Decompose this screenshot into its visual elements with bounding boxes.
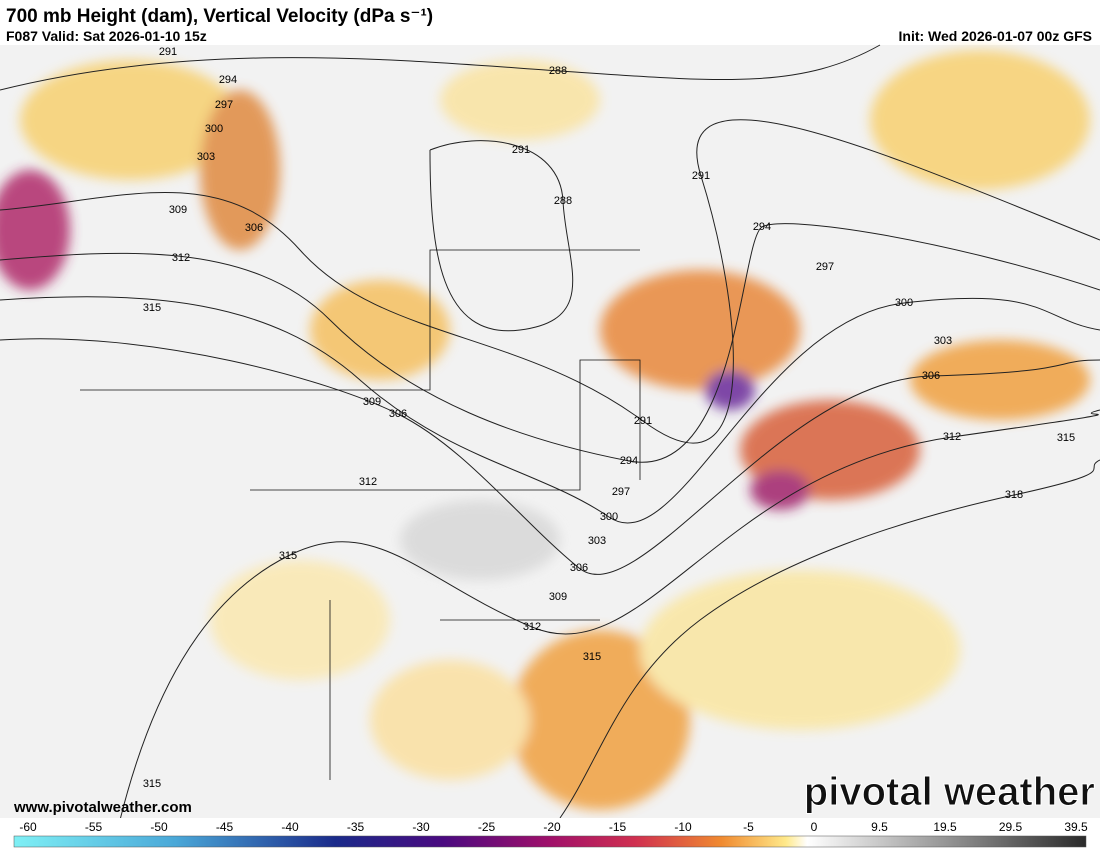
title: 700 mb Height (dam), Vertical Velocity (… xyxy=(6,6,433,27)
colorbar-label: -20 xyxy=(543,820,561,834)
contour-label: 312 xyxy=(523,621,541,633)
colorbar-label: -50 xyxy=(150,820,168,834)
init-time: Init: Wed 2026-01-07 00z GFS xyxy=(899,28,1092,44)
contour-label: 297 xyxy=(816,261,834,273)
contour-label: 312 xyxy=(359,476,377,488)
contour-label: 297 xyxy=(215,99,233,111)
contour-label: 309 xyxy=(169,204,187,216)
contour-label: 291 xyxy=(512,144,530,156)
contour-label: 291 xyxy=(634,415,652,427)
contour-label: 309 xyxy=(363,396,381,408)
contour-label: 303 xyxy=(934,335,952,347)
contour-label: 294 xyxy=(620,455,638,467)
contour-label: 291 xyxy=(692,170,710,182)
contour-label: 315 xyxy=(1057,432,1075,444)
boundaries xyxy=(80,249,641,780)
contour-label: 315 xyxy=(279,550,297,562)
contour-label: 297 xyxy=(612,486,630,498)
valid-time: F087 Valid: Sat 2026-01-10 15z xyxy=(6,28,207,44)
contour-label: 303 xyxy=(197,151,215,163)
colorbar-label: -25 xyxy=(478,820,496,834)
contour-label: 294 xyxy=(753,221,771,233)
contour-label: 309 xyxy=(549,591,567,603)
colorbar-label: -55 xyxy=(85,820,103,834)
contour-labels: 291 294 297 300 303 309 306 312 315 288 291 288 291 2… xyxy=(143,46,1075,790)
contour-label: 300 xyxy=(895,297,913,309)
colorbar-label: -5 xyxy=(743,820,754,834)
colorbar-label: -60 xyxy=(19,820,37,834)
contour-label: 306 xyxy=(245,222,263,234)
colorbar-labels: -60 -55 -50 -45 -40 -35 -30 -25 -20 -15 -10 -5 0 9.5 1… xyxy=(19,820,1088,834)
contour-label: 294 xyxy=(219,74,237,86)
colorbar-label: 0 xyxy=(811,820,818,834)
colorbar-label: -10 xyxy=(674,820,692,834)
contour-label: 288 xyxy=(554,195,572,207)
contour-label: 318 xyxy=(1005,489,1023,501)
height-contours xyxy=(0,44,1100,821)
contour-label: 300 xyxy=(600,511,618,523)
vertical-velocity-field xyxy=(0,50,1090,810)
contour-label: 315 xyxy=(143,778,161,790)
logo: pivotal weather xyxy=(804,770,1095,814)
contour-label: 312 xyxy=(172,252,190,264)
colorbar xyxy=(13,835,1087,848)
colorbar-label: 19.5 xyxy=(933,820,957,834)
contour-label: 303 xyxy=(588,535,606,547)
colorbar-label: 29.5 xyxy=(999,820,1023,834)
colorbar-label: 9.5 xyxy=(871,820,888,834)
contour-label: 306 xyxy=(389,408,407,420)
colorbar-label: 39.5 xyxy=(1064,820,1088,834)
colorbar-label: -40 xyxy=(281,820,299,834)
contour-label: 300 xyxy=(205,123,223,135)
colorbar-label: -45 xyxy=(216,820,234,834)
contour-label: 315 xyxy=(583,651,601,663)
colorbar-label: -35 xyxy=(347,820,365,834)
colorbar-label: -15 xyxy=(609,820,627,834)
contour-label: 315 xyxy=(143,302,161,314)
contour-label: 291 xyxy=(159,46,177,58)
contour-label: 288 xyxy=(549,65,567,77)
contour-label: 312 xyxy=(943,431,961,443)
contour-label: 306 xyxy=(570,562,588,574)
website: www.pivotalweather.com xyxy=(13,799,192,816)
contour-label: 306 xyxy=(922,370,940,382)
colorbar-label: -30 xyxy=(412,820,430,834)
